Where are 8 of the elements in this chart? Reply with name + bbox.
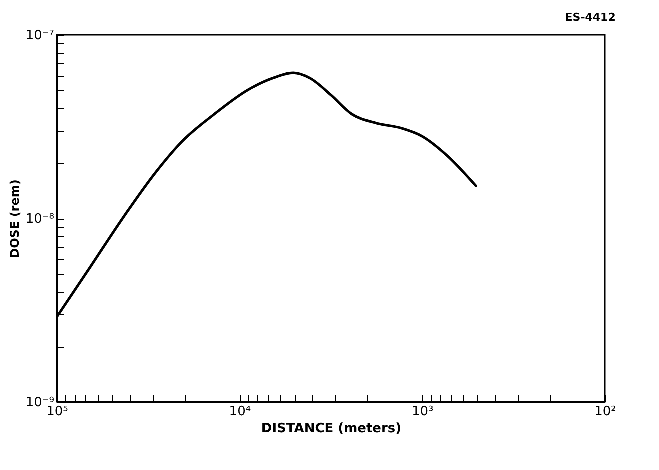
x-axis-title: DISTANCE (meters) bbox=[261, 422, 402, 436]
x-tick-label: 10³ bbox=[412, 404, 434, 420]
x-tick-label: 10² bbox=[594, 404, 616, 420]
y-tick-label: 10⁻⁷ bbox=[26, 28, 54, 44]
x-tick-label: 10⁴ bbox=[229, 404, 252, 420]
y-axis-title: DOSE (rem) bbox=[8, 180, 22, 258]
text: ES-4412 bbox=[565, 11, 616, 24]
y-tick-label: 10⁻⁸ bbox=[26, 212, 54, 227]
